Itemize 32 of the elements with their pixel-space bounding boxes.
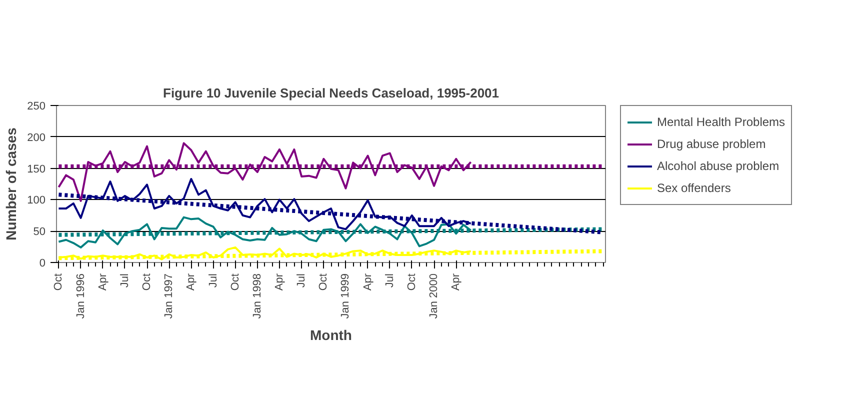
legend-label: Sex offenders — [657, 181, 731, 195]
legend-label: Alcohol abuse problem — [657, 159, 780, 173]
x-tick-label: Apr — [362, 273, 374, 291]
x-tick-label: Oct — [52, 273, 65, 291]
x-tick-label: Jul — [384, 274, 396, 288]
x-tick-label: Jul — [296, 274, 308, 288]
y-axis-title: Number of cases — [3, 127, 20, 240]
x-tick-label: Jul — [118, 274, 131, 288]
x-axis-title: Month — [310, 326, 352, 343]
x-tick-label: Oct — [406, 273, 418, 291]
legend-label: Mental Health Problems — [657, 115, 786, 129]
x-tick-label: Apr — [185, 273, 198, 291]
x-tick-label: Jan 1999 — [340, 273, 352, 319]
x-tick-label: Jul — [207, 274, 220, 288]
y-tick-label: 150 — [27, 163, 46, 176]
y-tick-label: 50 — [33, 226, 46, 238]
x-tick-label: Oct — [229, 273, 242, 291]
chart-title: Figure 10 Juvenile Special Needs Caseload, 1995-2001 — [162, 86, 500, 100]
y-tick-label: 250 — [27, 100, 46, 112]
x-tick-label: Jan 1996 — [74, 273, 87, 319]
legend-label: Drug abuse problem — [657, 137, 766, 151]
y-tick-label: 200 — [27, 132, 46, 144]
x-tick-label: Jan 1997 — [163, 273, 176, 319]
x-tick-label: Oct — [318, 273, 330, 291]
x-tick-label: Jan 1998 — [251, 273, 264, 319]
x-tick-label: Jan 2000 — [428, 273, 440, 319]
x-tick-label: Oct — [141, 273, 154, 291]
y-tick-label: 0 — [39, 258, 46, 270]
x-tick-label: Apr — [96, 273, 109, 291]
x-tick-label: Apr — [273, 273, 286, 291]
x-tick-label: Apr — [450, 273, 462, 291]
y-tick-label: 100 — [27, 194, 46, 207]
